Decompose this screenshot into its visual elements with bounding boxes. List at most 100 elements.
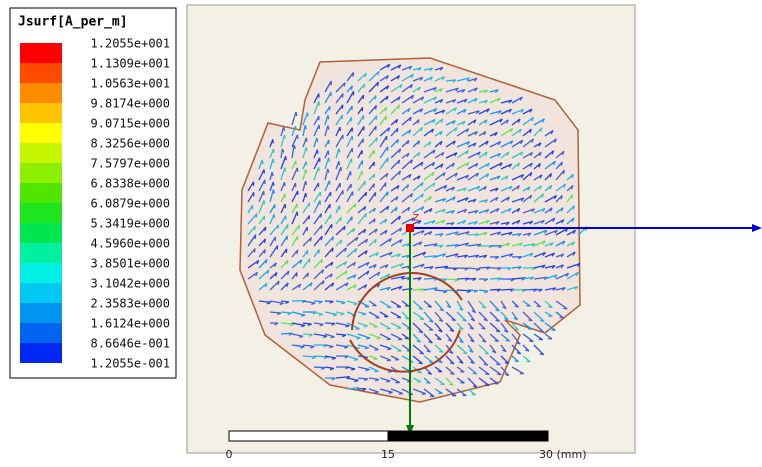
legend-swatch — [20, 143, 62, 163]
field-arrow — [446, 279, 458, 280]
field-arrow-head — [321, 225, 322, 229]
field-arrow-head — [439, 351, 443, 352]
field-arrow-head — [272, 172, 273, 176]
legend-swatch — [20, 63, 62, 83]
legend-swatch — [20, 183, 62, 203]
field-arrow-head — [399, 394, 403, 395]
field-arrow-head — [387, 349, 391, 350]
field-arrow-head — [328, 126, 329, 130]
field-arrow-head — [329, 158, 330, 162]
legend-level: 2.3583e+000 — [91, 297, 170, 311]
field-arrow-head — [287, 260, 288, 264]
field-arrow-head — [309, 259, 310, 263]
field-arrow-head — [317, 138, 318, 142]
field-arrow-head — [377, 338, 381, 339]
field-arrow-head — [561, 162, 562, 166]
field-arrow-head — [296, 273, 297, 277]
field-arrow-head — [405, 306, 409, 307]
scale-bar-black — [388, 431, 548, 441]
legend-swatch — [20, 303, 62, 323]
field-arrow-head — [374, 359, 378, 360]
field-arrow-head — [319, 101, 320, 105]
field-arrow-head — [485, 385, 489, 386]
legend-swatch — [20, 203, 62, 223]
legend-level: 1.0563e+001 — [91, 77, 170, 91]
field-arrow-head — [306, 138, 307, 142]
field-arrow-head — [273, 149, 274, 153]
field-arrow-head — [419, 308, 423, 309]
field-arrow-head — [429, 362, 433, 363]
field-arrow-head — [572, 194, 573, 198]
field-arrow-head — [430, 396, 434, 397]
legend-level: 1.2055e-001 — [91, 357, 170, 371]
field-arrow-head — [452, 320, 456, 321]
field-arrow-head — [284, 127, 285, 131]
scale-label: 15 — [381, 448, 395, 461]
screen: Jsurf[A_per_m] 1.2055e+0011.1309e+0011.0… — [0, 0, 762, 463]
field-arrow-head — [548, 307, 552, 308]
legend-level: 9.8174e+000 — [91, 97, 170, 111]
scale-label: 0 — [226, 448, 233, 461]
field-arrow-head — [307, 273, 308, 277]
field-arrow-head — [339, 161, 340, 165]
scale-bar-white — [229, 431, 388, 441]
field-arrow-head — [299, 225, 300, 229]
field-arrow-head — [496, 364, 500, 365]
field-arrow-head — [254, 249, 255, 253]
field-arrow-head — [529, 341, 533, 342]
field-arrow-head — [306, 147, 307, 151]
field-arrow-head — [286, 156, 287, 160]
field-arrow-head — [374, 392, 378, 393]
legend-level: 8.6646e-001 — [91, 337, 170, 351]
field-arrow-head — [388, 372, 392, 373]
field-arrow-head — [485, 374, 489, 375]
field-arrow-head — [388, 158, 389, 162]
legend-level: 7.5797e+000 — [91, 157, 170, 171]
field-arrow-head — [307, 113, 308, 117]
field-arrow-head — [438, 362, 442, 363]
field-arrow-head — [397, 128, 398, 132]
field-arrow-head — [364, 326, 368, 327]
field-arrow-head — [376, 138, 377, 142]
field-arrow — [303, 334, 313, 335]
legend-swatch — [20, 163, 62, 183]
field-arrow-head — [273, 190, 274, 194]
legend-swatch — [20, 243, 62, 263]
legend-level: 8.3256e+000 — [91, 137, 170, 151]
field-arrow-head — [560, 317, 564, 318]
legend-swatch — [20, 123, 62, 143]
legend-level: 3.8501e+000 — [91, 257, 170, 271]
legend-level: 3.1042e+000 — [91, 277, 170, 291]
field-arrow-head — [426, 382, 430, 383]
field-arrow-head — [321, 236, 322, 240]
field-arrow-head — [341, 167, 342, 171]
field-arrow-head — [366, 213, 367, 217]
field-arrow-head — [563, 170, 564, 174]
field-arrow-head — [537, 306, 541, 307]
field-arrow-head — [273, 159, 274, 163]
field-arrow-head — [255, 226, 256, 230]
field-arrow-head — [319, 314, 323, 315]
field-arrow-head — [296, 112, 297, 116]
origin-marker — [406, 224, 414, 232]
field-arrow-head — [389, 392, 393, 393]
field-arrow-head — [306, 193, 307, 197]
field-arrow-head — [256, 214, 257, 218]
legend-swatch — [20, 283, 62, 303]
field-arrow-head — [273, 182, 274, 186]
field-arrow-head — [341, 217, 342, 221]
field-arrow-head — [366, 338, 370, 339]
field-arrow-head — [496, 331, 500, 332]
legend-title: Jsurf[A_per_m] — [18, 15, 128, 30]
field-arrow — [468, 290, 478, 291]
field-arrow-head — [319, 167, 320, 171]
field-arrow-head — [472, 394, 476, 395]
field-arrow-head — [342, 105, 343, 109]
field-arrow-head — [387, 192, 388, 196]
legend-swatch — [20, 83, 62, 103]
field-arrow-head — [364, 84, 365, 88]
legend-swatch — [20, 103, 62, 123]
field-arrow-head — [376, 105, 377, 109]
x-axis-arrow — [752, 224, 762, 232]
field-arrow-head — [450, 373, 454, 374]
